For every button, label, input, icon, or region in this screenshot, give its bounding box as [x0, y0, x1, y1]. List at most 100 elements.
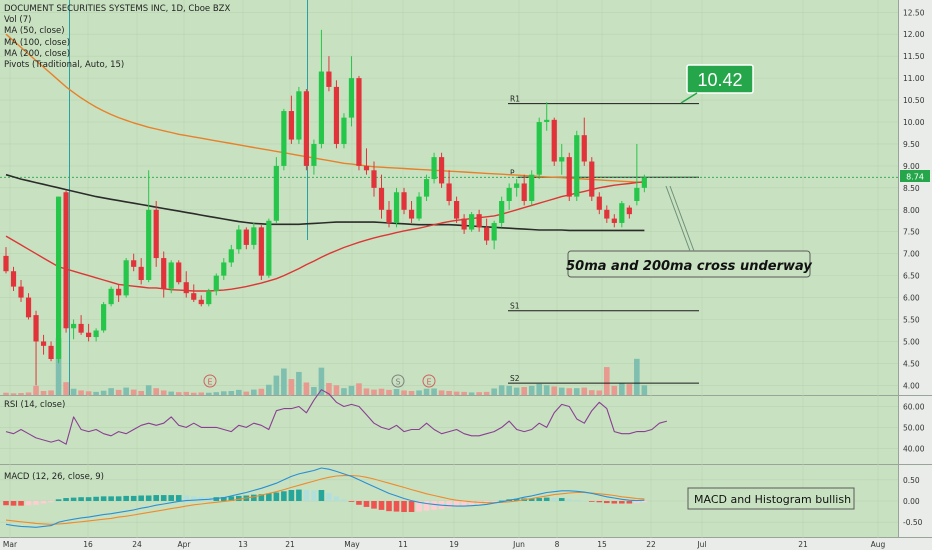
time-tick-label: 16	[83, 540, 93, 549]
candle-body	[123, 260, 129, 296]
macd-histogram-bar	[326, 492, 332, 501]
volume-bar	[93, 391, 99, 395]
candle-body	[183, 282, 189, 294]
price-tick-label: 10.50	[903, 96, 925, 105]
macd-histogram-bar	[145, 495, 152, 501]
time-tick-label: 11	[398, 540, 408, 549]
candle-body	[544, 119, 550, 123]
macd-signal-line	[5, 475, 645, 525]
event-markers[interactable]: E S E	[203, 374, 436, 388]
price-tick-label: 10.00	[903, 118, 925, 127]
candle-body	[243, 229, 249, 245]
candle-body	[348, 78, 355, 118]
time-axis[interactable]: Mar 16 24 Apr 13 21 May 11 19 Jun 8 15 22 Jul 21 Aug	[3, 540, 886, 549]
split-marker: S	[395, 378, 400, 387]
candle-body	[93, 330, 99, 338]
macd-histogram-bar	[423, 501, 430, 511]
volume-bar	[190, 392, 197, 395]
price-tick-label: 8.00	[903, 206, 920, 215]
volume-bar	[3, 392, 9, 395]
macd-histogram-bar	[461, 501, 467, 507]
candle-body	[101, 304, 107, 331]
macd-label[interactable]: MACD (12, 26, close, 9)	[4, 472, 104, 482]
price-callout[interactable]: 10.42	[680, 64, 754, 104]
macd-histogram-bar	[70, 497, 77, 501]
split-marker-circle	[391, 374, 405, 388]
price-tick-label: 6.00	[903, 294, 920, 303]
price-tick-label: 9.50	[903, 140, 920, 149]
legend-ma200[interactable]: MA (200, close)	[4, 48, 71, 59]
legend-symbol[interactable]: DOCUMENT SECURITIES SYSTEMS INC, 1D, Cbo…	[4, 4, 231, 14]
candle-body	[236, 229, 242, 250]
macd-histogram-bar	[228, 496, 235, 501]
candle-body	[161, 258, 167, 289]
time-tick-label: 13	[238, 540, 248, 549]
volume-bar	[408, 391, 415, 395]
candle-body	[251, 227, 257, 245]
volume-bar	[138, 391, 144, 395]
legend-volume[interactable]: Vol (7)	[4, 15, 32, 26]
time-tick-label: Apr	[178, 540, 192, 549]
candle-body	[198, 299, 204, 305]
volume-bar	[446, 391, 452, 395]
price-tick-label: 11.00	[903, 74, 925, 83]
candle-body	[341, 117, 347, 144]
volume-bar	[18, 393, 24, 395]
macd-histogram-bar	[386, 501, 392, 512]
volume-bar	[266, 384, 272, 395]
candle-body	[281, 111, 287, 166]
macd-histogram-bar	[543, 497, 550, 501]
candle-body	[228, 249, 234, 263]
volume-bar	[258, 388, 265, 395]
macd-note[interactable]: MACD and Histogram bullish	[687, 487, 855, 510]
candle-body	[318, 71, 325, 144]
moving-averages	[5, 33, 645, 292]
volume-bar	[348, 385, 355, 395]
price-tick-label: 12.50	[903, 8, 925, 17]
volume-bar	[213, 392, 220, 395]
volume-bar	[438, 390, 445, 395]
macd-histogram-bar	[566, 498, 573, 501]
macd-histogram-bar	[626, 501, 633, 504]
candle-body	[566, 157, 572, 197]
candle-body	[416, 196, 422, 219]
candle-body	[213, 275, 219, 291]
rsi-line	[5, 389, 668, 445]
macd-histogram-bar	[3, 501, 9, 506]
legend-ma50[interactable]: MA (50, close)	[4, 26, 65, 37]
macd-histogram-bar	[356, 501, 362, 505]
macd-histogram-bar	[48, 501, 54, 503]
macd-histogram-bar	[190, 496, 197, 501]
macd-histogram-bar	[251, 494, 257, 501]
pivot-label: P	[510, 168, 515, 177]
candle-body	[491, 222, 497, 241]
volume-bar	[401, 390, 407, 395]
volume-bar	[130, 389, 137, 395]
volume-bar	[100, 390, 107, 395]
macd-histogram-bar	[483, 501, 490, 503]
cross-note[interactable]: 50ma and 200ma cross underway	[566, 185, 812, 278]
volume-bar	[40, 391, 47, 395]
macd-histogram-bar	[318, 489, 325, 501]
macd-histogram-bar	[33, 501, 39, 505]
time-tick-label: 8	[555, 540, 560, 549]
volume-bar	[160, 390, 167, 395]
legend-ma100[interactable]: MA (100, close)	[4, 37, 71, 48]
macd-histogram-bar	[100, 496, 107, 501]
macd-histogram-bar	[619, 501, 625, 504]
time-tick-label: Aug	[871, 540, 886, 549]
current-price-tag[interactable]: 8.74	[900, 170, 930, 182]
candle-body	[378, 187, 385, 210]
price-callout-pointer	[680, 92, 698, 104]
candle-body	[138, 266, 144, 281]
legend-pivots[interactable]: Pivots (Traditional, Auto, 15)	[4, 60, 125, 71]
rsi-label[interactable]: RSI (14, close)	[4, 400, 66, 410]
price-axis[interactable]: 4.00 4.50 5.00 5.50 6.00 6.50 7.00 7.50 8.00 8.50…	[903, 8, 925, 527]
candle-body	[641, 177, 647, 188]
volume-bar	[581, 387, 588, 395]
price-tick-label: 4.00	[903, 381, 920, 390]
macd-histogram-bar	[611, 501, 618, 504]
volume-bar	[333, 385, 340, 395]
candle-body	[258, 227, 264, 276]
